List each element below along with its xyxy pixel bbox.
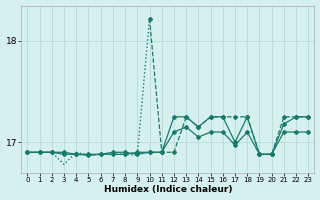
X-axis label: Humidex (Indice chaleur): Humidex (Indice chaleur) xyxy=(104,185,232,194)
